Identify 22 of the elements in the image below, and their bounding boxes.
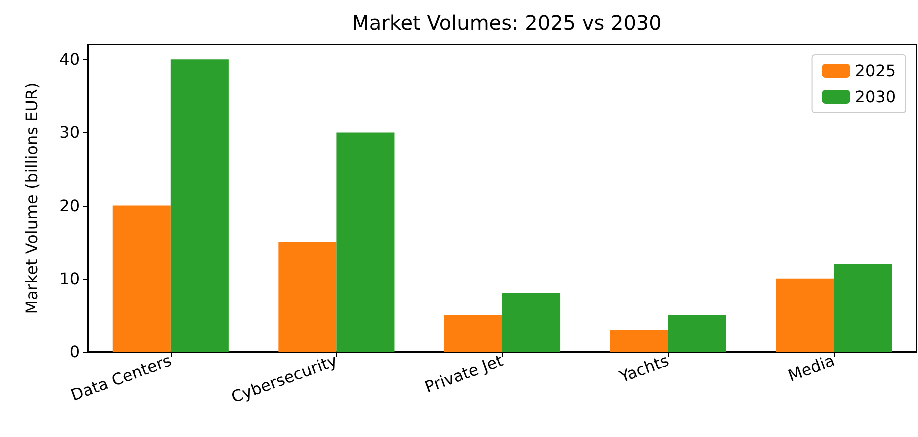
legend-label: 2025 xyxy=(855,62,896,80)
y-tick-label: 0 xyxy=(70,342,80,362)
bar xyxy=(336,132,395,352)
bar xyxy=(776,278,834,352)
y-tick-label: 40 xyxy=(60,50,80,70)
y-tick-label: 30 xyxy=(60,123,80,142)
x-tick-label: Yachts xyxy=(616,351,672,387)
bar xyxy=(668,315,726,352)
bar xyxy=(834,264,892,352)
bar xyxy=(112,206,171,352)
y-axis-title: Market Volume (billions EUR) xyxy=(22,82,42,314)
chart-title: Market Volumes: 2025 vs 2030 xyxy=(352,11,662,35)
bar xyxy=(444,315,502,352)
bar xyxy=(278,242,337,352)
bar xyxy=(502,294,561,352)
bar xyxy=(170,60,229,352)
y-tick-label: 20 xyxy=(60,196,80,216)
bar xyxy=(610,330,668,352)
legend-label: 2030 xyxy=(855,88,896,106)
y-tick-label: 10 xyxy=(60,269,80,288)
x-tick-label: Private Jet xyxy=(422,351,506,397)
x-tick-label: Media xyxy=(786,351,838,386)
